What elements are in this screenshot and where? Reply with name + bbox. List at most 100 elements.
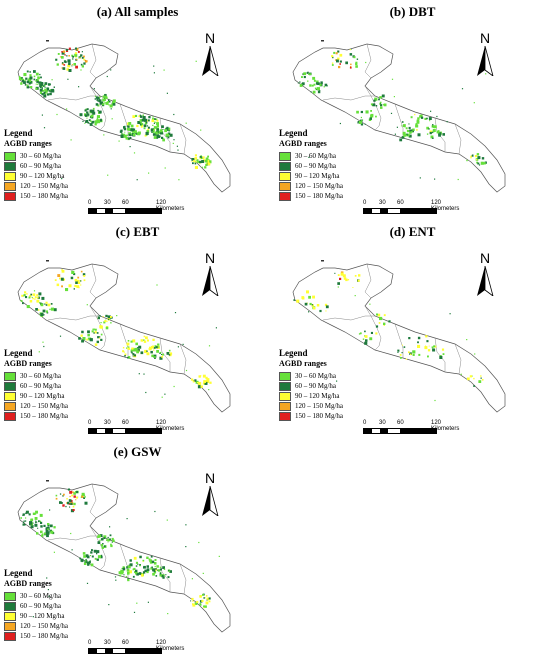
scale-tick-label: 30 — [104, 420, 111, 426]
province-border — [322, 95, 375, 101]
agbd-patch — [205, 157, 209, 161]
agbd-patch — [63, 64, 66, 66]
agbd-patch — [308, 73, 310, 75]
agbd-patch — [152, 130, 155, 133]
agbd-patch — [144, 349, 148, 353]
agbd-patch — [45, 310, 48, 313]
agbd-patch — [198, 381, 202, 385]
agbd-patch — [37, 527, 39, 529]
agbd-patch — [409, 129, 413, 133]
agbd-patch — [156, 124, 159, 127]
agbd-patch — [65, 288, 69, 292]
agbd-patch — [81, 65, 84, 68]
agbd-patch — [85, 560, 87, 562]
agbd-patch — [43, 84, 46, 86]
agbd-patch — [90, 555, 92, 557]
agbd-patch — [478, 380, 482, 383]
agbd-patch — [149, 346, 152, 350]
agbd-patch — [164, 393, 166, 395]
agbd-patch — [144, 569, 147, 572]
agbd-patch — [45, 301, 48, 304]
agbd-patch — [25, 77, 28, 80]
agbd-patch — [307, 80, 309, 82]
agbd-patch — [151, 119, 155, 123]
agbd-patch — [100, 119, 102, 122]
agbd-patch — [167, 132, 171, 135]
agbd-patch — [312, 90, 316, 94]
legend-label: 120 – 150 Mg/ha — [295, 402, 344, 410]
agbd-patch — [73, 288, 75, 290]
agbd-patch — [405, 358, 408, 360]
agbd-patch — [40, 312, 44, 316]
agbd-patch — [470, 157, 472, 159]
legend: Legend AGBD ranges 30 – 60 Mg/ha 60 – 90 Mg… — [279, 128, 343, 201]
agbd-patch — [417, 344, 421, 348]
agbd-patch — [383, 324, 385, 326]
agbd-patch — [311, 304, 314, 306]
agbd-patch — [128, 128, 132, 132]
agbd-patch — [207, 162, 211, 166]
legend-label: 30 – 60 Mg/ha — [20, 372, 62, 380]
agbd-patch — [154, 565, 156, 568]
agbd-patch — [410, 129, 413, 131]
agbd-patch — [345, 278, 348, 282]
agbd-patch — [61, 62, 64, 65]
agbd-patch — [301, 76, 303, 78]
agbd-patch — [120, 134, 124, 137]
agbd-patch — [192, 600, 194, 602]
agbd-patch — [432, 348, 436, 352]
agbd-patch — [132, 353, 135, 356]
agbd-patch — [85, 120, 89, 123]
agbd-patch — [146, 130, 150, 133]
agbd-patch — [153, 122, 155, 124]
legend-label: 150 – 180 Mg/ha — [295, 192, 344, 200]
agbd-patch — [136, 573, 139, 576]
agbd-patch — [162, 128, 164, 130]
agbd-patch — [138, 373, 140, 375]
agbd-patch — [68, 69, 72, 72]
agbd-patch — [68, 284, 72, 288]
agbd-patch — [131, 130, 135, 133]
agbd-patch — [136, 350, 139, 354]
agbd-patch — [167, 136, 170, 139]
legend-subtitle: AGBD ranges — [279, 139, 327, 148]
agbd-patch — [425, 335, 428, 338]
agbd-patch — [429, 120, 431, 122]
scale-tick-label: 30 — [379, 420, 386, 426]
agbd-patch — [157, 569, 159, 571]
agbd-patch — [63, 278, 65, 280]
legend-item: 150 – 180 Mg/ha — [279, 191, 343, 201]
agbd-patch — [150, 350, 153, 354]
agbd-patch — [153, 126, 157, 129]
agbd-patch — [40, 521, 43, 524]
agbd-patch — [73, 492, 76, 495]
agbd-patch — [424, 117, 427, 120]
agbd-patch — [63, 60, 67, 63]
agbd-patch — [198, 541, 200, 544]
agbd-patch — [94, 98, 96, 100]
agbd-patch — [85, 121, 87, 123]
agbd-patch — [358, 274, 361, 277]
agbd-patch — [94, 328, 97, 331]
agbd-patch — [360, 116, 362, 119]
agbd-patch — [331, 64, 334, 66]
agbd-patch — [129, 136, 132, 139]
agbd-patch — [133, 567, 136, 570]
agbd-patch — [38, 81, 42, 85]
agbd-patch — [47, 93, 50, 96]
agbd-patch — [80, 284, 82, 286]
agbd-patch — [202, 593, 204, 596]
agbd-patch — [376, 313, 378, 316]
agbd-patch — [69, 490, 73, 494]
agbd-patch — [372, 103, 376, 107]
agbd-patch — [97, 100, 99, 102]
agbd-patch — [173, 385, 175, 388]
agbd-patch — [337, 286, 339, 288]
agbd-patch — [360, 111, 363, 113]
agbd-patch — [22, 513, 25, 516]
agbd-patch — [127, 125, 130, 128]
agbd-patch — [74, 491, 77, 493]
agbd-patch — [154, 121, 156, 124]
agbd-patch — [359, 332, 362, 335]
agbd-patch — [125, 576, 128, 578]
